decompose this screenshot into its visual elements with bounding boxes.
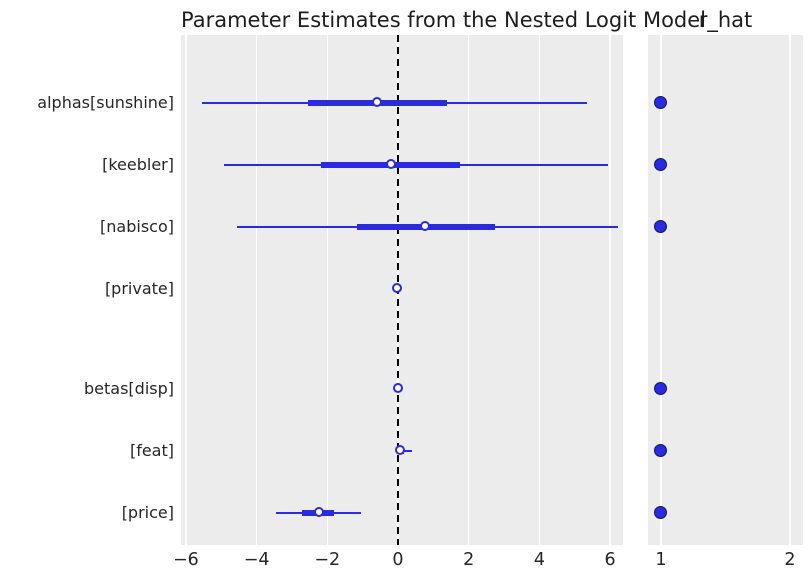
parameter-label: [nabisco] xyxy=(100,217,174,236)
credible-interval-line xyxy=(398,449,413,453)
median-marker xyxy=(386,159,397,170)
gridline xyxy=(326,35,329,545)
median-marker xyxy=(313,507,324,518)
x-tick-label: 0 xyxy=(392,550,404,570)
chart-title: Parameter Estimates from the Nested Logi… xyxy=(181,8,707,32)
median-marker xyxy=(394,445,405,456)
gridline xyxy=(255,35,258,545)
gridline xyxy=(609,35,611,545)
gridline xyxy=(660,35,662,545)
rhat-panel xyxy=(648,35,803,545)
x-tick-label: 2 xyxy=(463,550,475,570)
parameter-label: [price] xyxy=(121,503,174,522)
parameter-label: alphas[sunshine] xyxy=(37,93,174,112)
parameter-label: [keebler] xyxy=(102,155,174,174)
rhat-marker xyxy=(654,220,667,233)
rhat-marker xyxy=(654,506,667,519)
x-tick-label: −4 xyxy=(243,550,270,570)
rhat-panel-title: r_hat xyxy=(698,8,753,32)
median-marker xyxy=(371,97,382,108)
x-tick-label: −2 xyxy=(314,550,341,570)
parameter-label: [feat] xyxy=(129,441,174,460)
median-marker xyxy=(393,383,404,394)
parameter-label: betas[disp] xyxy=(84,379,174,398)
x-tick-label: 4 xyxy=(533,550,545,570)
rhat-marker xyxy=(654,444,667,457)
rhat-marker xyxy=(654,158,667,171)
estimates-panel xyxy=(181,35,623,545)
gridline xyxy=(467,35,470,545)
gridline xyxy=(538,35,541,545)
x-tick-label: 2 xyxy=(784,550,796,570)
x-tick-label: −6 xyxy=(172,550,199,570)
median-marker xyxy=(392,283,403,294)
gridline xyxy=(185,35,187,545)
x-tick-label: 1 xyxy=(655,550,667,570)
rhat-marker xyxy=(654,382,667,395)
parameter-label: [private] xyxy=(104,279,174,298)
x-tick-label: 6 xyxy=(604,550,616,570)
rhat-marker xyxy=(654,96,667,109)
median-marker xyxy=(419,221,430,232)
gridline xyxy=(789,35,791,545)
